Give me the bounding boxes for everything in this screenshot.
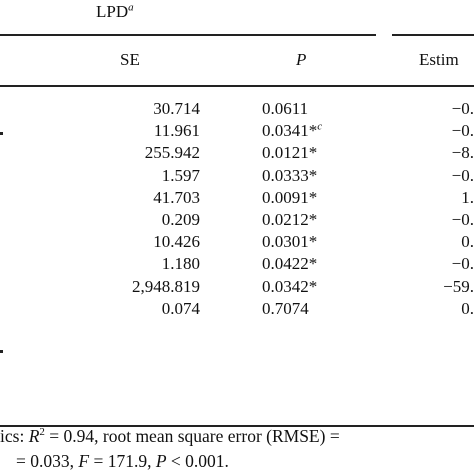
p-value-text: < 0.001. — [166, 451, 229, 471]
p-value-cell: 0.0212* — [262, 210, 317, 230]
footnote-prefix: ics: — [0, 426, 29, 446]
estimate-cell: −8. — [451, 143, 474, 163]
estimate-cell: −0. — [451, 210, 474, 229]
group-header-lpd: LPDa — [96, 2, 134, 22]
column-header-estimate: Estim — [419, 50, 459, 69]
p-value-text: 0.0121* — [262, 143, 318, 163]
p-value-footnote-mark: c — [317, 120, 323, 133]
p-value-text: 0.0422* — [262, 254, 318, 274]
p-value-cell: 0.0422* — [262, 254, 317, 274]
p-value-text: 0.0301* — [262, 232, 318, 252]
estimate-cell: 0. — [461, 298, 474, 318]
estimate-cell: 1. — [461, 187, 474, 207]
r-squared-superscript: 2 — [39, 426, 45, 439]
se-cell: 30.714 — [153, 99, 200, 118]
column-header-p: P — [296, 50, 307, 69]
p-value-text: 0.0333* — [262, 165, 318, 185]
se-cell: 41.703 — [153, 187, 200, 207]
se-cell: 1.597 — [161, 165, 200, 185]
next-group-underline-rule — [392, 34, 474, 36]
se-cell: 2,948.819 — [132, 276, 200, 296]
p-value-symbol: P — [155, 451, 167, 471]
footnote-line-2: = 0.033, F = 171.9, P < 0.001. — [16, 451, 229, 472]
footnote-line-1-text: = 0.94, root mean square error (RMSE) = — [44, 426, 340, 446]
p-value-cell: 0.0341*c — [262, 121, 322, 141]
p-value-cell: 0.7074 — [262, 299, 309, 319]
p-value-text: 0.7074 — [262, 298, 309, 318]
f-statistic-text: = 171.9, — [89, 451, 156, 471]
se-cell: 10.426 — [153, 232, 200, 252]
se-cell: 0.209 — [161, 210, 200, 229]
p-value-cell: 0.0333* — [262, 166, 317, 186]
p-value-text: 0.0091* — [262, 187, 318, 207]
se-cell: 11.961 — [153, 121, 200, 141]
se-cell: 0.074 — [161, 298, 200, 318]
p-value-cell: 0.0342* — [262, 277, 317, 297]
p-value-cell: 0.0091* — [262, 188, 317, 208]
estimate-cell: −0. — [451, 254, 474, 274]
estimate-cell: −0. — [451, 165, 474, 185]
estimate-cell: −0. — [451, 99, 474, 118]
estimate-cell: −59. — [443, 276, 474, 296]
se-cell: 1.180 — [161, 254, 200, 274]
p-value-text: 0.0341* — [262, 121, 318, 141]
p-value-cell: 0.0611 — [262, 99, 308, 119]
group-underline-rule — [0, 34, 376, 36]
column-header-se: SE — [120, 50, 140, 69]
p-value-text: 0.0342* — [262, 276, 318, 296]
table-bottom-rule — [0, 425, 474, 427]
left-cutoff-mark — [0, 132, 3, 135]
footnote-line-2-prefix: = 0.033, — [16, 451, 79, 471]
group-header-label: LPD — [96, 2, 129, 21]
group-header-footnote-mark: a — [128, 1, 134, 14]
left-cutoff-mark — [0, 350, 3, 353]
header-bottom-rule — [0, 85, 474, 87]
se-cell: 255.942 — [144, 143, 200, 163]
p-value-text: 0.0212* — [262, 210, 318, 229]
p-value-text: 0.0611 — [262, 99, 309, 118]
r-squared-symbol: R — [28, 426, 40, 446]
f-statistic-symbol: F — [78, 451, 90, 471]
p-value-cell: 0.0301* — [262, 232, 317, 252]
footnote-line-1: ics: R2 = 0.94, root mean square error (… — [0, 426, 340, 447]
estimate-cell: −0. — [451, 121, 474, 141]
estimate-cell: 0. — [461, 232, 474, 252]
p-value-cell: 0.0121* — [262, 143, 317, 163]
